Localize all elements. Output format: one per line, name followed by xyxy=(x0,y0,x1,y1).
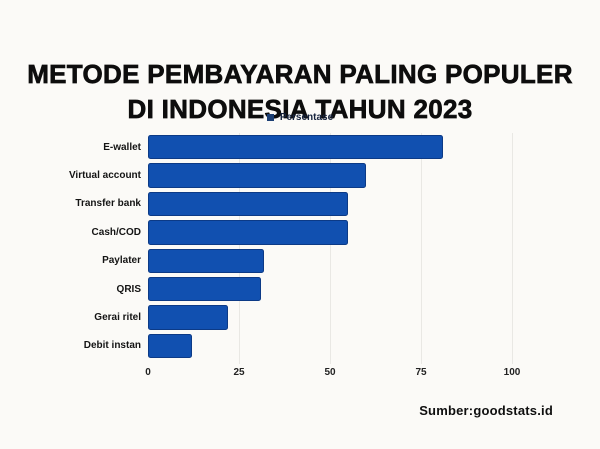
chart-row: Debit instan xyxy=(0,332,600,360)
page-title: METODE PEMBAYARAN PALING POPULER DI INDO… xyxy=(0,57,600,127)
chart-row: Cash/COD xyxy=(0,218,600,246)
bar-track xyxy=(148,248,600,273)
chart-row: Paylater xyxy=(0,247,600,275)
bar xyxy=(148,163,367,188)
category-label: Transfer bank xyxy=(75,198,141,210)
x-tick-label: 50 xyxy=(324,367,336,378)
x-tick-label: 75 xyxy=(415,367,427,378)
bar xyxy=(148,305,229,330)
title-line-1: METODE PEMBAYARAN PALING POPULER xyxy=(27,59,573,90)
chart-row: Virtual account xyxy=(0,161,600,189)
chart-row: Transfer bank xyxy=(0,190,600,218)
category-label: QRIS xyxy=(116,283,141,295)
source-credit: Sumber:goodstats.id xyxy=(419,403,553,418)
bar-chart: E-wallet Virtual account Transfer bank Cash… xyxy=(0,133,600,388)
bar xyxy=(148,134,443,160)
bar-track xyxy=(148,134,600,160)
bar-track xyxy=(148,276,600,302)
bar xyxy=(148,248,265,273)
category-label: Cash/COD xyxy=(91,226,141,238)
chart-rows: E-wallet Virtual account Transfer bank Cash… xyxy=(0,133,600,360)
chart-row: E-wallet xyxy=(0,133,600,161)
category-label: Debit instan xyxy=(83,340,141,352)
category-label: Paylater xyxy=(102,255,141,267)
bar xyxy=(148,191,349,217)
bar xyxy=(148,220,349,245)
legend-label: Persentase xyxy=(279,112,334,123)
chart-row: QRIS xyxy=(0,275,600,303)
x-axis-ticks: 0 25 50 75 100 xyxy=(145,364,528,380)
category-label: E-wallet xyxy=(103,141,141,153)
bar xyxy=(148,276,261,302)
bar-track xyxy=(148,333,600,359)
category-label: Gerai ritel xyxy=(94,312,141,324)
category-label: Virtual account xyxy=(68,170,141,182)
bar-track xyxy=(148,163,600,188)
bar-track xyxy=(148,220,600,245)
x-tick-label: 0 xyxy=(145,367,151,378)
legend-swatch-icon xyxy=(266,114,274,121)
x-tick-label: 100 xyxy=(503,367,521,378)
chart-row: Gerai ritel xyxy=(0,303,600,331)
chart-legend: Persentase xyxy=(0,112,600,123)
bar xyxy=(148,333,192,359)
bar-track xyxy=(148,191,600,217)
x-tick-label: 25 xyxy=(233,367,245,378)
title-line-2: DI INDONESIA TAHUN 2023 xyxy=(127,94,473,125)
bar-track xyxy=(148,305,600,330)
